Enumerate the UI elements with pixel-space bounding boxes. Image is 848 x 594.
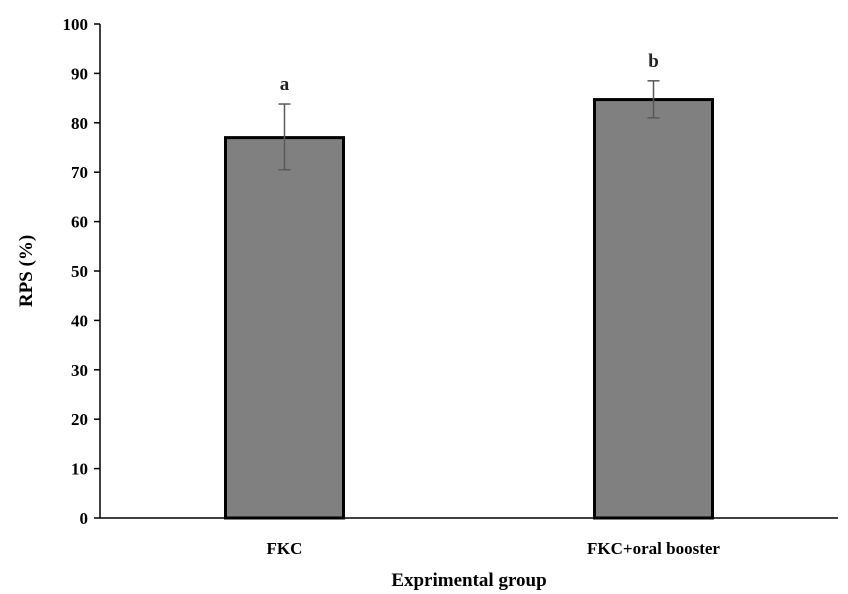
y-tick-label: 0 <box>80 509 89 528</box>
bars <box>224 98 714 520</box>
y-tick-label: 10 <box>71 460 88 479</box>
x-tick-label: FKC+oral booster <box>587 539 720 558</box>
y-axis-title: RPS (%) <box>16 235 37 307</box>
y-tick-label: 40 <box>71 311 88 330</box>
significance-label: a <box>280 74 290 95</box>
y-tick-label: 100 <box>63 15 89 34</box>
error-bar <box>278 103 291 171</box>
y-tick-label: 70 <box>71 163 88 182</box>
y-tick-label: 20 <box>71 410 88 429</box>
y-tick-label: 90 <box>71 64 88 83</box>
significance-labels: ab <box>280 51 659 95</box>
y-tick-label: 30 <box>71 361 88 380</box>
x-axis-ticks: FKC FKC+oral booster <box>267 539 721 558</box>
y-axis-ticks: 0 10 20 30 40 50 60 70 80 90 100 <box>63 15 100 528</box>
y-tick-label: 80 <box>71 114 88 133</box>
error-bar <box>647 80 660 119</box>
y-tick-label: 50 <box>71 262 88 281</box>
error-bars <box>278 80 660 171</box>
bar <box>224 136 345 520</box>
bar <box>593 98 714 520</box>
x-tick-label: FKC <box>267 539 303 558</box>
x-axis-title: Exprimental group <box>391 570 546 591</box>
significance-label: b <box>648 51 659 72</box>
y-tick-label: 60 <box>71 213 88 232</box>
